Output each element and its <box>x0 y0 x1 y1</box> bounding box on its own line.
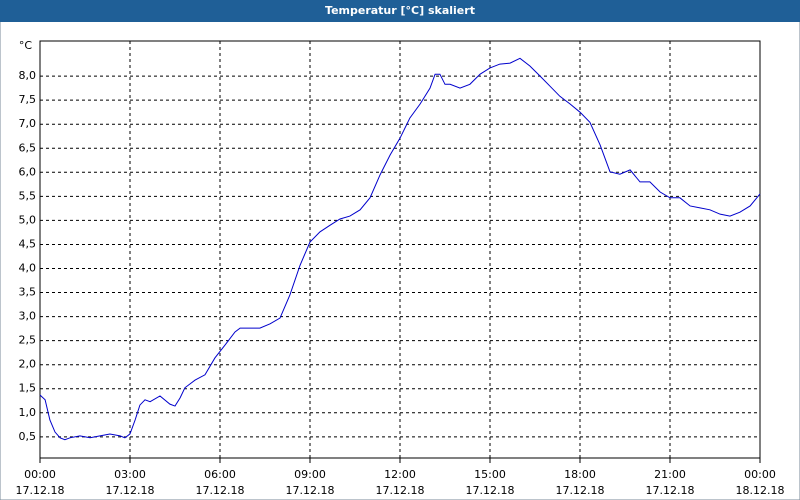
y-tick-label: 0,5 <box>19 430 37 443</box>
y-tick-label: 3,5 <box>19 286 37 299</box>
x-tick-label: 00:00 18.12.18 <box>736 468 785 497</box>
title-bar <box>0 0 800 22</box>
y-tick-label: 5,5 <box>19 189 37 202</box>
y-tick-label: 1,0 <box>19 406 37 419</box>
x-tick-label: 09:00 17.12.18 <box>286 468 335 497</box>
x-tick-label: 18:00 17.12.18 <box>556 468 605 497</box>
y-tick-label: 6,5 <box>19 141 37 154</box>
y-tick-label: 1,5 <box>19 382 37 395</box>
y-tick-label: 4,5 <box>19 237 37 250</box>
x-tick-label: 00:00 17.12.18 <box>16 468 65 497</box>
x-tick-label: 15:00 17.12.18 <box>466 468 515 497</box>
x-tick-label: 06:00 17.12.18 <box>196 468 245 497</box>
y-tick-label: 7,0 <box>19 117 37 130</box>
y-tick-label: 3,0 <box>19 310 37 323</box>
y-tick-label: 4,0 <box>19 261 37 274</box>
y-tick-label: 2,0 <box>19 358 37 371</box>
x-tick-label: 21:00 17.12.18 <box>646 468 695 497</box>
y-tick-label: 8,0 <box>19 69 37 82</box>
y-tick-label: 2,5 <box>19 334 37 347</box>
chart-title: Temperatur [°C] skaliert <box>325 4 475 17</box>
y-tick-label: 5,0 <box>19 213 37 226</box>
x-tick-label: 12:00 17.12.18 <box>376 468 425 497</box>
y-tick-label: 6,0 <box>19 165 37 178</box>
data-line <box>39 57 761 441</box>
y-unit: °C <box>19 39 33 52</box>
x-tick-label: 03:00 17.12.18 <box>106 468 155 497</box>
y-tick-label: 7,5 <box>19 93 37 106</box>
